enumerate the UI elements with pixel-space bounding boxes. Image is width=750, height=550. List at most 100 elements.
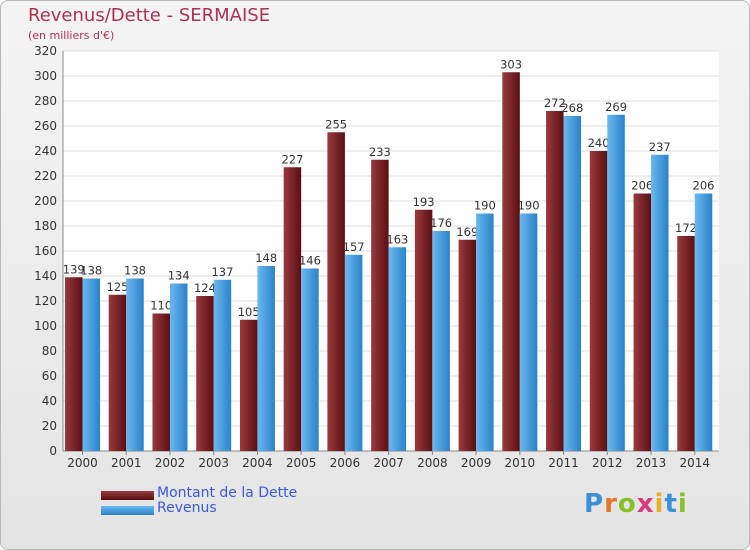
x-tick-label: 2007 [373,456,404,470]
x-tick-label: 2002 [155,456,186,470]
bar-revenus [344,254,363,451]
data-label-revenus: 137 [211,265,233,279]
x-tick-label: 2009 [461,456,492,470]
x-tick-label: 2014 [679,456,710,470]
bar-dette [283,167,302,451]
data-label-dette: 193 [413,195,435,209]
bar-dette [196,296,214,451]
bar-dette [633,193,652,451]
x-tick-label: 2004 [242,456,273,470]
bar-dette [371,159,389,451]
bar-dette [458,239,477,451]
data-label-dette: 105 [238,305,260,319]
data-label-dette: 272 [544,96,566,110]
y-tick-label: 120 [34,294,57,308]
x-tick-label: 2005 [286,456,317,470]
legend-swatch-dette [101,491,154,500]
proxiti-logo: Proxiti [584,489,688,519]
x-tick-label: 2012 [592,456,623,470]
bar-revenus [213,279,232,451]
x-tick-label: 2006 [330,456,361,470]
bar-revenus [563,116,582,451]
y-tick-label: 240 [34,144,57,158]
logo-letter: t [664,489,678,519]
logo-letter: i [654,489,665,519]
data-label-revenus: 138 [80,264,102,278]
data-label-dette: 139 [63,262,85,276]
bar-revenus [432,231,450,451]
y-tick-label: 280 [34,94,57,108]
bar-dette [589,151,608,451]
bar-dette [677,236,695,451]
data-label-revenus: 157 [343,240,365,254]
y-tick-label: 160 [34,244,57,258]
data-label-revenus: 176 [430,216,452,230]
bar-revenus [519,213,538,451]
bar-revenus [607,114,625,451]
y-tick-label: 180 [34,219,57,233]
logo-letter: x [636,489,655,519]
data-label-dette: 255 [325,117,347,131]
y-tick-label: 200 [34,194,57,208]
bar-revenus [257,266,275,451]
data-label-revenus: 190 [474,199,496,213]
data-label-revenus: 146 [299,254,321,268]
bar-revenus [388,247,407,451]
data-label-revenus: 134 [168,269,190,283]
data-label-revenus: 268 [561,101,583,115]
y-tick-label: 140 [34,269,57,283]
x-tick-label: 2008 [417,456,448,470]
y-tick-label: 20 [42,419,57,433]
data-label-dette: 169 [456,225,478,239]
legend-label-dette: Montant de la Dette [157,485,298,501]
bar-dette [546,111,564,451]
y-tick-label: 100 [34,319,57,333]
y-tick-label: 260 [34,119,57,133]
data-label-revenus: 138 [124,264,146,278]
bar-dette [502,72,520,451]
data-label-revenus: 148 [255,251,277,265]
x-tick-label: 2011 [548,456,579,470]
x-tick-label: 2010 [505,456,536,470]
data-label-dette: 206 [631,179,653,193]
bar-revenus [126,278,144,451]
chart-subtitle: (en milliers d'€) [28,29,115,42]
data-label-dette: 240 [588,136,610,150]
bar-revenus [651,154,669,451]
data-label-dette: 124 [194,281,216,295]
logo-letter: P [584,489,605,519]
bar-dette [65,277,83,451]
data-label-revenus: 269 [605,100,627,114]
bar-dette [414,209,433,451]
data-label-dette: 233 [369,145,391,159]
bar-dette [327,132,345,451]
data-label-dette: 172 [675,221,697,235]
y-tick-label: 60 [42,369,57,383]
logo-letter: i [677,489,688,519]
data-label-dette: 125 [107,280,129,294]
y-tick-label: 80 [42,344,57,358]
legend-label-revenus: Revenus [157,500,217,516]
y-tick-label: 320 [34,44,57,58]
logo-letter: r [604,489,618,519]
bar-revenus [82,278,100,451]
data-label-revenus: 190 [518,199,540,213]
bar-revenus [169,283,188,451]
y-tick-label: 220 [34,169,57,183]
chart-title: Revenus/Dette - SERMAISE [28,5,271,26]
x-tick-label: 2013 [636,456,667,470]
data-label-revenus: 237 [649,140,671,154]
x-tick-label: 2000 [67,456,98,470]
legend-swatch-revenus [101,506,154,515]
data-label-revenus: 163 [386,232,408,246]
bar-dette [108,294,127,451]
x-tick-label: 2003 [198,456,229,470]
data-label-dette: 303 [500,57,522,71]
y-tick-label: 300 [34,69,57,83]
y-tick-label: 0 [49,444,57,458]
data-label-dette: 227 [281,152,303,166]
data-label-revenus: 206 [693,179,715,193]
bar-revenus [476,213,494,451]
